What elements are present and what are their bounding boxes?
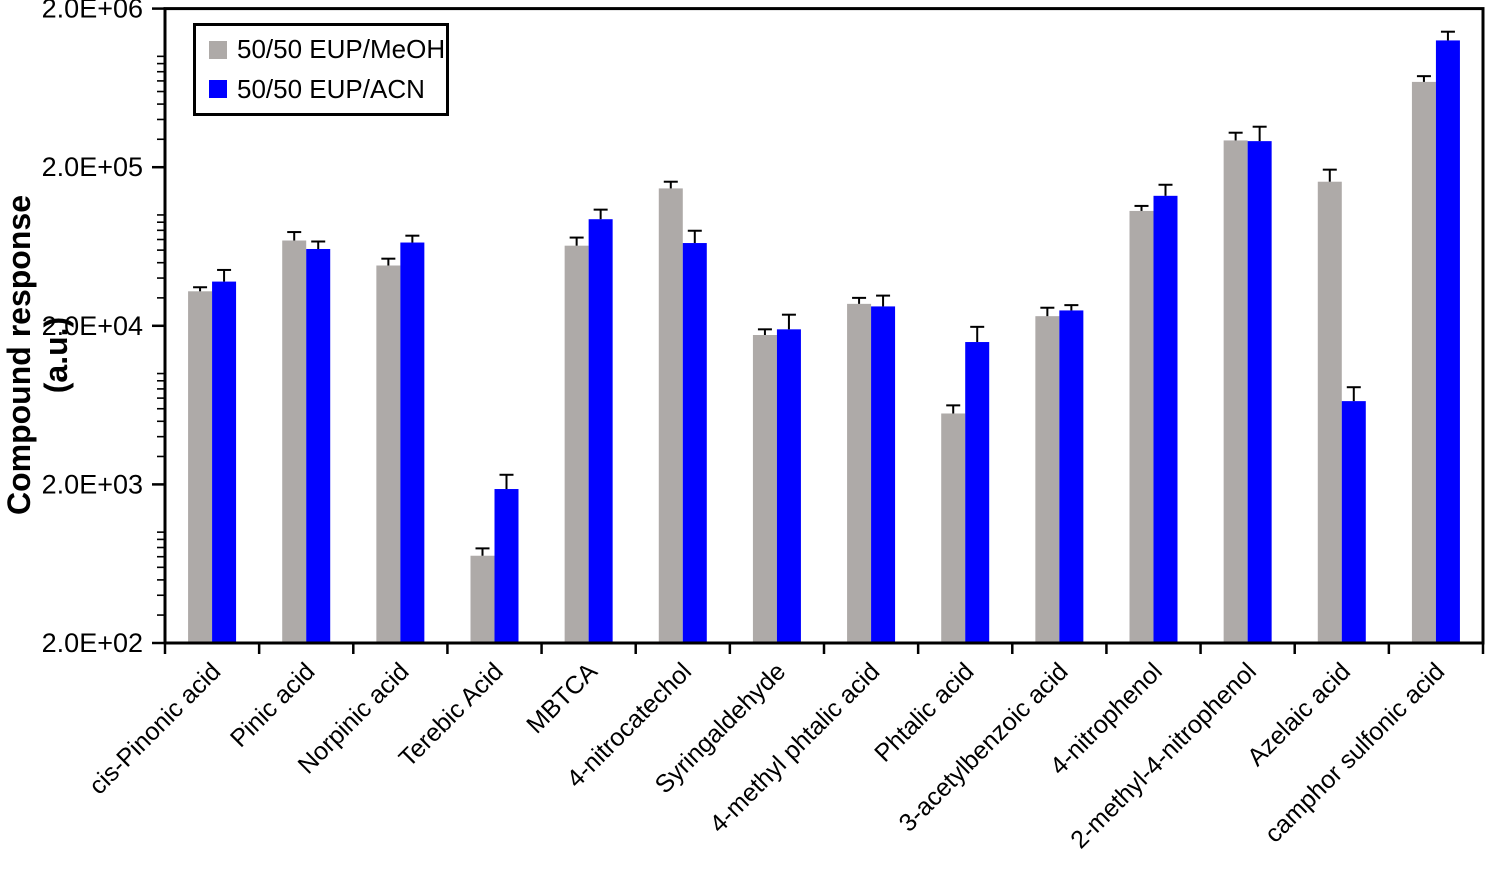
legend-label-acn: 50/50 EUP/ACN (237, 73, 425, 104)
legend-item-acn: 50/50 EUP/ACN (209, 74, 446, 105)
bar-meoh-7 (847, 303, 872, 643)
bar-meoh-9 (1035, 316, 1060, 643)
bar-acn-2 (400, 242, 425, 643)
bar-meoh-6 (752, 334, 777, 643)
bar-acn-8 (965, 342, 990, 643)
bar-meoh-1 (282, 240, 307, 643)
y-tick-label-2: 2.0E+04 (42, 311, 143, 341)
legend-swatch-meoh (209, 40, 227, 59)
bar-meoh-11 (1223, 140, 1248, 644)
y-tick-label-0: 2.0E+06 (42, 0, 143, 24)
bar-meoh-3 (470, 555, 495, 643)
x-category-label-9: 3-acetylbenzoic acid (894, 657, 1074, 837)
y-tick-label-3: 2.0E+03 (42, 469, 143, 499)
legend-item-meoh: 50/50 EUP/MeOH (209, 34, 446, 65)
legend-swatch-acn (209, 80, 227, 99)
bar-acn-5 (682, 243, 707, 644)
x-category-label-4: MBTCA (521, 657, 603, 739)
x-category-label-7: 4-methyl phtalic acid (704, 657, 885, 838)
bar-acn-12 (1341, 401, 1366, 643)
y-tick-label-4: 2.0E+02 (42, 628, 143, 658)
x-category-label-0: cis-Pinonic acid (84, 657, 227, 800)
bar-meoh-2 (376, 265, 401, 643)
bar-meoh-12 (1317, 181, 1342, 643)
bar-acn-6 (776, 329, 801, 643)
bar-meoh-5 (658, 188, 683, 643)
y-tick-label-1: 2.0E+05 (42, 152, 143, 182)
bar-acn-13 (1435, 40, 1460, 644)
bar-acn-0 (212, 281, 237, 643)
x-category-label-13: camphor sulfonic acid (1259, 657, 1450, 848)
bar-acn-1 (306, 248, 331, 643)
legend-label-meoh: 50/50 EUP/MeOH (237, 34, 446, 65)
bar-meoh-10 (1129, 210, 1154, 643)
bar-acn-10 (1153, 195, 1178, 644)
bar-meoh-13 (1411, 81, 1436, 643)
x-category-label-11: 2-methyl-4-nitrophenol (1065, 657, 1262, 854)
x-category-label-1: Pinic acid (225, 657, 320, 752)
bar-acn-7 (871, 306, 896, 643)
legend: 50/50 EUP/MeOH 50/50 EUP/ACN (193, 23, 449, 116)
bar-acn-9 (1059, 310, 1084, 643)
bar-acn-11 (1247, 141, 1272, 643)
y-axis-title: Compound response (a.u.) (1, 195, 74, 516)
bar-meoh-8 (941, 413, 966, 643)
bar-meoh-4 (564, 245, 589, 643)
bar-acn-3 (494, 489, 519, 643)
bar-meoh-0 (188, 291, 213, 643)
bar-acn-4 (588, 219, 613, 644)
